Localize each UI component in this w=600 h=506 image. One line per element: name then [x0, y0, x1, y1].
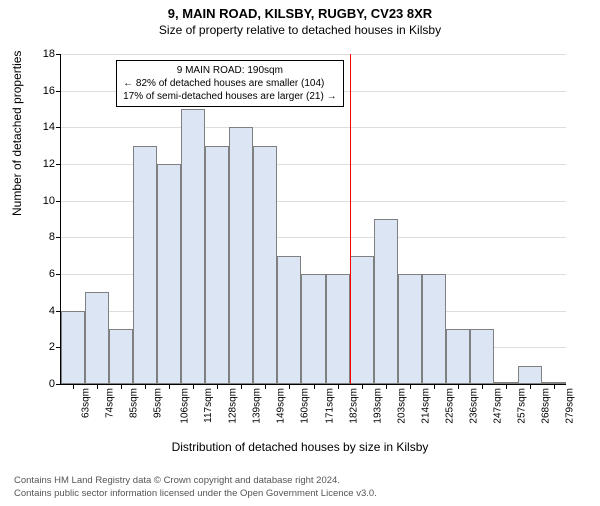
gridline	[61, 54, 566, 55]
xtick-mark	[193, 384, 194, 389]
xtick-label: 95sqm	[153, 388, 164, 418]
bar	[446, 329, 470, 384]
xtick-label: 85sqm	[129, 388, 140, 418]
info-box-line1: 9 MAIN ROAD: 190sqm	[123, 64, 336, 77]
bar	[61, 311, 85, 384]
xtick-mark	[410, 384, 411, 389]
bar	[85, 292, 109, 384]
xtick-label: 268sqm	[540, 388, 551, 424]
bar	[422, 274, 446, 384]
xtick-mark	[241, 384, 242, 389]
bar	[133, 146, 157, 384]
xtick-mark	[434, 384, 435, 389]
bar	[181, 109, 205, 384]
ytick-mark	[56, 201, 61, 202]
xtick-label: 257sqm	[516, 388, 527, 424]
bar	[157, 164, 181, 384]
chart-container: 9, MAIN ROAD, KILSBY, RUGBY, CV23 8XR Si…	[0, 6, 600, 506]
xtick-label: 74sqm	[105, 388, 116, 418]
ytick-mark	[56, 237, 61, 238]
info-box-line2: ← 82% of detached houses are smaller (10…	[123, 77, 336, 90]
xtick-label: 160sqm	[300, 388, 311, 424]
ytick-label: 12	[0, 158, 55, 170]
plot-area: 63sqm74sqm85sqm95sqm106sqm117sqm128sqm13…	[60, 54, 565, 414]
xtick-label: 225sqm	[444, 388, 455, 424]
xtick-mark	[362, 384, 363, 389]
ytick-label: 18	[0, 48, 55, 60]
xtick-label: 203sqm	[396, 388, 407, 424]
xtick-label: 247sqm	[492, 388, 503, 424]
xtick-mark	[265, 384, 266, 389]
xtick-label: 63sqm	[81, 388, 92, 418]
xtick-label: 171sqm	[324, 388, 335, 424]
bar	[301, 274, 325, 384]
ytick-mark	[56, 127, 61, 128]
bar	[518, 366, 542, 384]
bar	[277, 256, 301, 384]
xtick-mark	[554, 384, 555, 389]
x-axis-label: Distribution of detached houses by size …	[0, 440, 600, 454]
ytick-mark	[56, 384, 61, 385]
marker-line	[350, 54, 351, 384]
info-box: 9 MAIN ROAD: 190sqm← 82% of detached hou…	[116, 60, 343, 107]
xtick-label: 149sqm	[276, 388, 287, 424]
ytick-label: 4	[0, 305, 55, 317]
ytick-label: 8	[0, 231, 55, 243]
bar	[398, 274, 422, 384]
xtick-mark	[506, 384, 507, 389]
ytick-mark	[56, 54, 61, 55]
xtick-mark	[73, 384, 74, 389]
bar	[205, 146, 229, 384]
xtick-label: 117sqm	[203, 388, 214, 423]
xtick-mark	[314, 384, 315, 389]
footer-line1: Contains HM Land Registry data © Crown c…	[14, 475, 377, 487]
xtick-label: 214sqm	[420, 388, 431, 424]
chart-title: 9, MAIN ROAD, KILSBY, RUGBY, CV23 8XR	[0, 6, 600, 21]
xtick-mark	[482, 384, 483, 389]
gridline	[61, 127, 566, 128]
xtick-mark	[386, 384, 387, 389]
bar	[470, 329, 494, 384]
ytick-label: 10	[0, 195, 55, 207]
xtick-mark	[530, 384, 531, 389]
xtick-label: 128sqm	[228, 388, 239, 424]
xtick-label: 106sqm	[179, 388, 190, 424]
bar	[253, 146, 277, 384]
xtick-mark	[97, 384, 98, 389]
ytick-label: 2	[0, 341, 55, 353]
footer-attribution: Contains HM Land Registry data © Crown c…	[14, 475, 377, 500]
xtick-mark	[458, 384, 459, 389]
xtick-mark	[217, 384, 218, 389]
info-box-line3: 17% of semi-detached houses are larger (…	[123, 90, 336, 103]
xtick-label: 139sqm	[252, 388, 263, 424]
ytick-label: 0	[0, 378, 55, 390]
ytick-label: 14	[0, 121, 55, 133]
ytick-mark	[56, 164, 61, 165]
bar	[229, 127, 253, 384]
footer-line2: Contains public sector information licen…	[14, 488, 377, 500]
xtick-label: 236sqm	[468, 388, 479, 424]
ytick-mark	[56, 274, 61, 275]
bar	[350, 256, 374, 384]
ytick-label: 6	[0, 268, 55, 280]
chart-subtitle: Size of property relative to detached ho…	[0, 23, 600, 37]
chart-inner: 63sqm74sqm85sqm95sqm106sqm117sqm128sqm13…	[60, 54, 566, 385]
xtick-mark	[169, 384, 170, 389]
bar	[326, 274, 350, 384]
ytick-mark	[56, 91, 61, 92]
xtick-mark	[289, 384, 290, 389]
xtick-label: 193sqm	[372, 388, 383, 424]
xtick-mark	[121, 384, 122, 389]
xtick-label: 182sqm	[348, 388, 359, 424]
bar	[109, 329, 133, 384]
bar	[374, 219, 398, 384]
xtick-label: 279sqm	[564, 388, 575, 424]
ytick-label: 16	[0, 85, 55, 97]
xtick-mark	[338, 384, 339, 389]
xtick-mark	[145, 384, 146, 389]
